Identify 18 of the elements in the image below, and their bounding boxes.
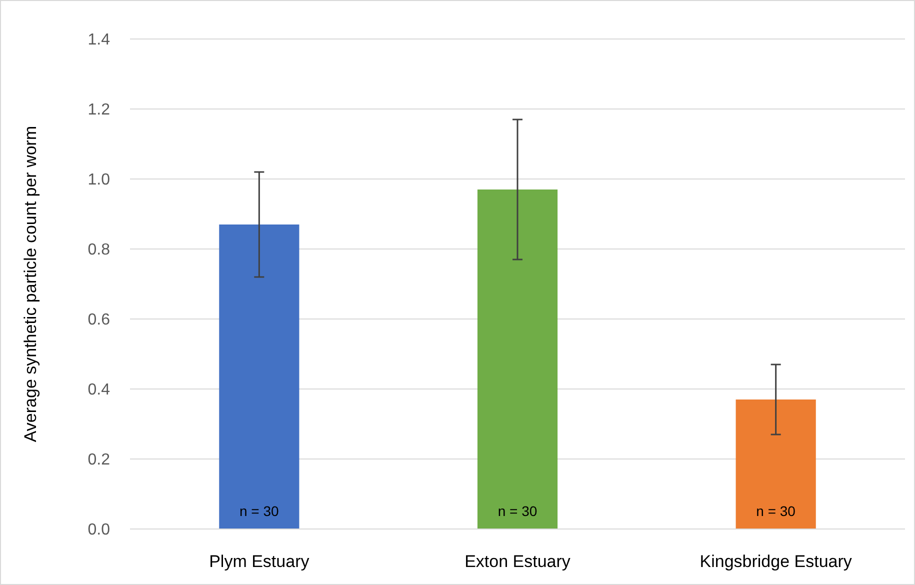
y-tick-label: 0.6: [88, 312, 110, 329]
y-tick-label: 1.4: [88, 32, 110, 49]
y-tick-label: 1.0: [88, 172, 110, 189]
x-tick-label: Kingsbridge Estuary: [700, 552, 852, 571]
annotation: n = 30: [498, 502, 538, 519]
x-tick-label: Exton Estuary: [464, 552, 571, 571]
bar: [477, 190, 558, 529]
annotation: n = 30: [240, 502, 280, 519]
y-tick-label: 1.2: [88, 102, 110, 119]
y-tick-label: 0.0: [88, 522, 110, 539]
bar: [736, 400, 816, 529]
y-axis-title: Average synthetic particle count per worm: [21, 126, 40, 442]
annotation: n = 30: [756, 502, 796, 519]
y-tick-label: 0.4: [88, 382, 110, 399]
y-tick-label: 0.2: [88, 452, 110, 469]
y-tick-label: 0.8: [88, 242, 110, 259]
x-tick-label: Plym Estuary: [209, 552, 310, 571]
bar: [219, 224, 300, 529]
